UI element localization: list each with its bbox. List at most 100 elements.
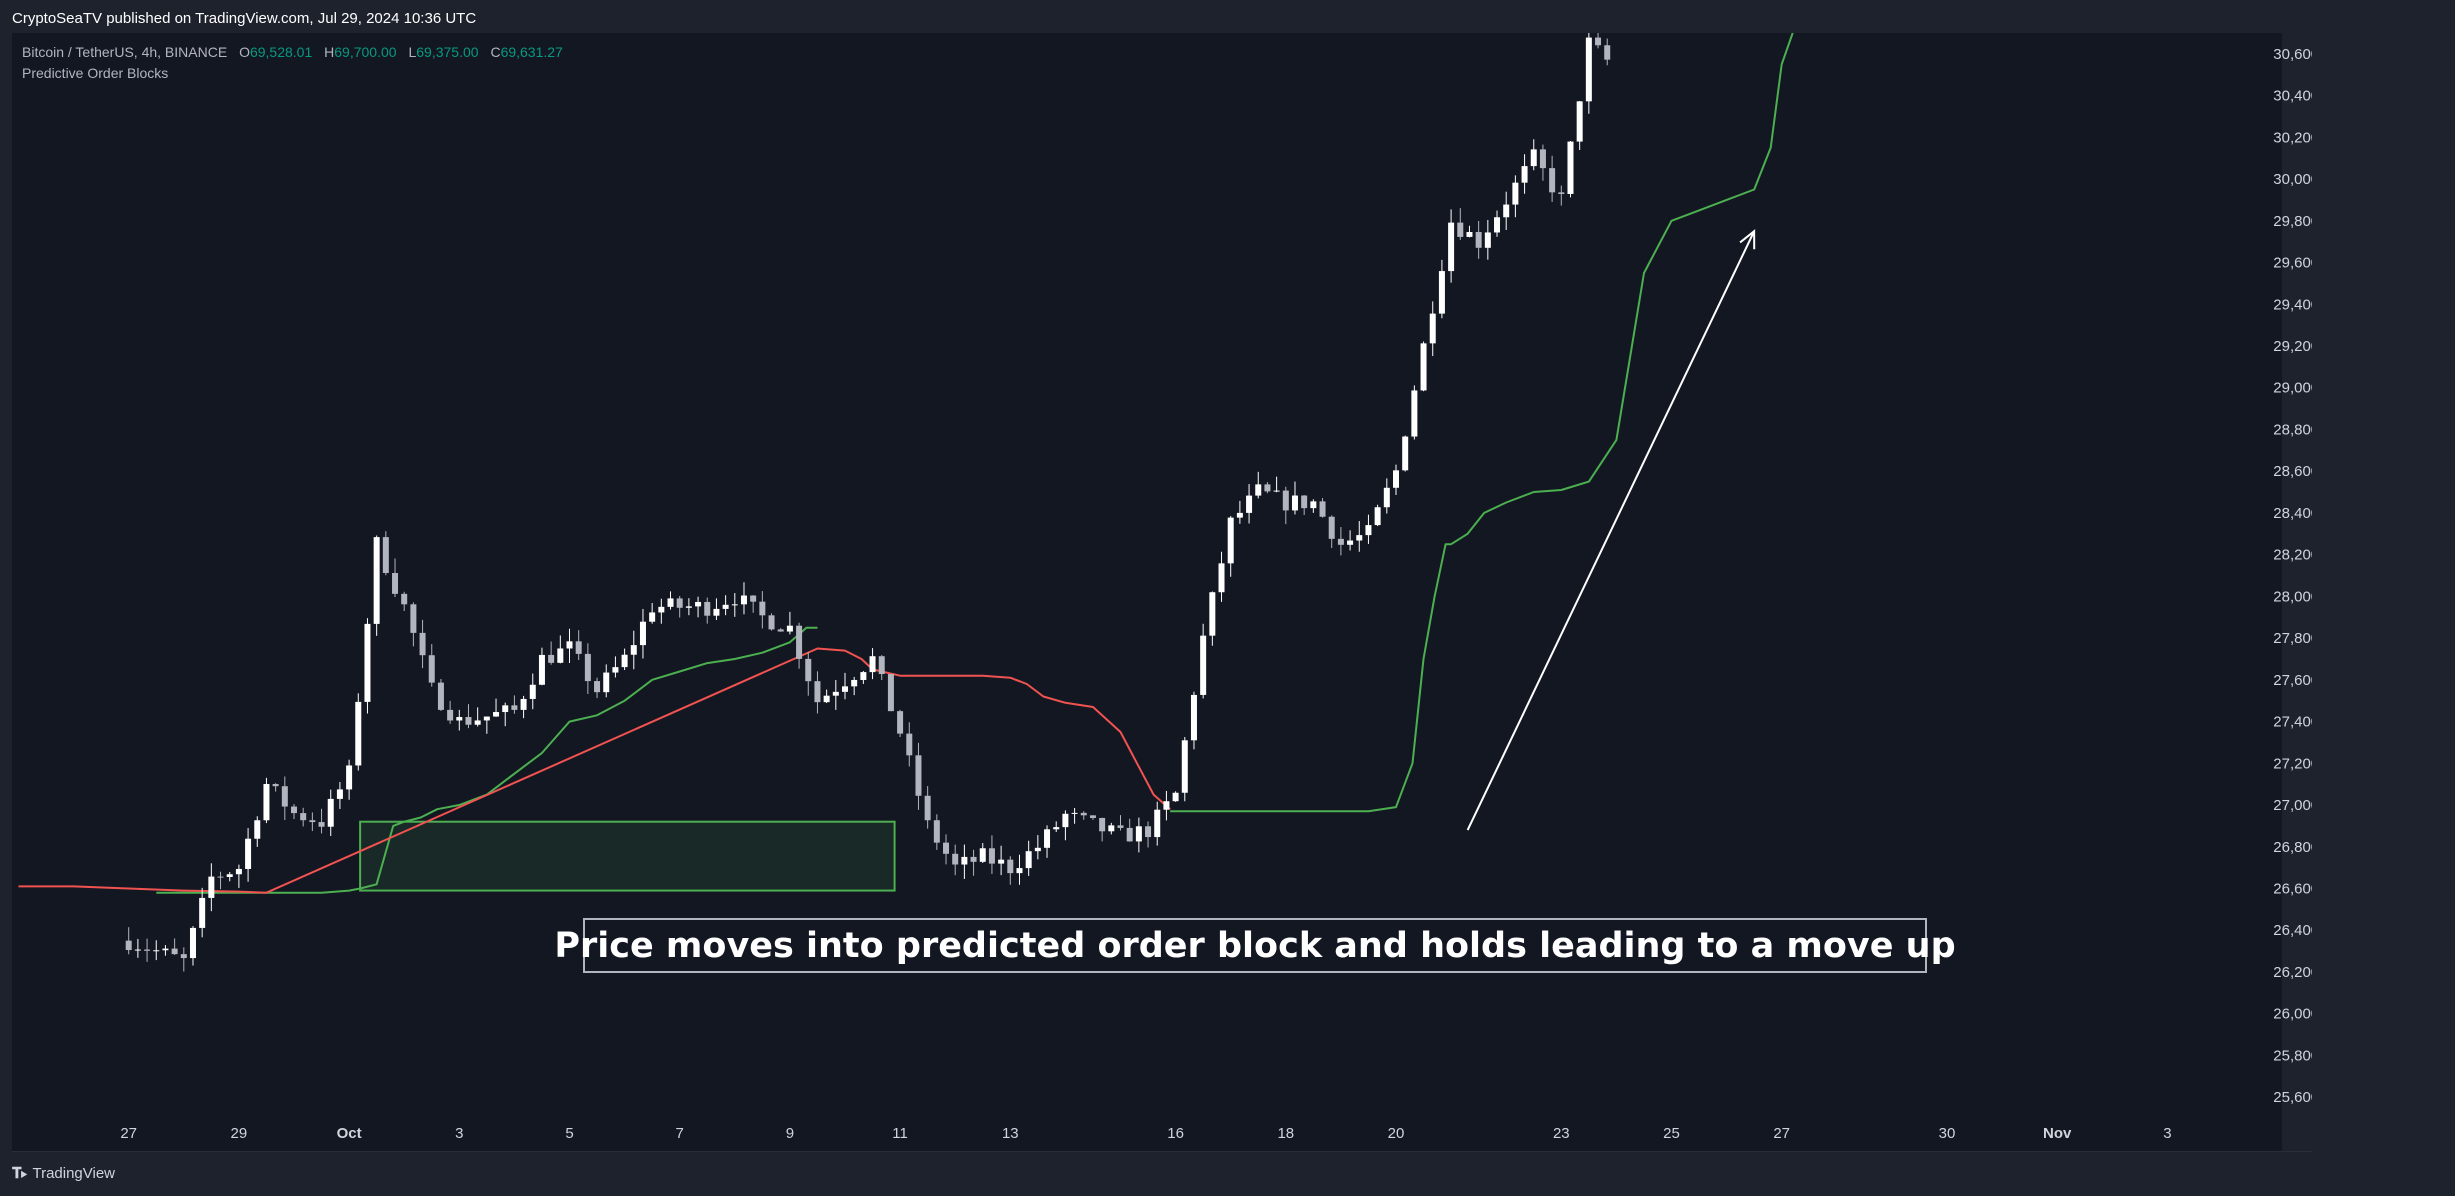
candle[interactable] bbox=[428, 644, 435, 687]
candle[interactable] bbox=[1071, 807, 1078, 824]
candle[interactable] bbox=[685, 598, 692, 616]
candle[interactable] bbox=[1264, 482, 1271, 494]
candle[interactable] bbox=[1034, 835, 1041, 860]
candle[interactable] bbox=[1209, 591, 1216, 646]
candle[interactable] bbox=[575, 630, 582, 661]
candle[interactable] bbox=[557, 635, 564, 664]
candle[interactable] bbox=[263, 777, 270, 824]
candle[interactable] bbox=[1062, 810, 1069, 841]
candle[interactable] bbox=[1236, 500, 1243, 524]
candle[interactable] bbox=[1108, 822, 1115, 835]
candle[interactable] bbox=[1521, 154, 1528, 194]
candle[interactable] bbox=[1319, 498, 1326, 518]
tradingview-brand[interactable]: 𝐓▸ TradingView bbox=[12, 1165, 115, 1182]
candle[interactable] bbox=[897, 709, 904, 738]
candle[interactable] bbox=[1475, 220, 1482, 259]
candle[interactable] bbox=[1135, 817, 1142, 853]
candle[interactable] bbox=[364, 618, 371, 714]
candle[interactable] bbox=[1411, 385, 1418, 440]
candle[interactable] bbox=[1117, 815, 1124, 831]
candle[interactable] bbox=[1448, 209, 1455, 283]
candle[interactable] bbox=[750, 595, 757, 613]
candle[interactable] bbox=[1595, 33, 1602, 49]
candle[interactable] bbox=[529, 673, 536, 710]
candle[interactable] bbox=[1255, 471, 1262, 499]
candle[interactable] bbox=[355, 693, 362, 771]
candle[interactable] bbox=[199, 887, 206, 938]
candle[interactable] bbox=[254, 816, 261, 847]
candle[interactable] bbox=[483, 716, 490, 734]
indicator-line-2[interactable] bbox=[18, 647, 1171, 894]
candle[interactable] bbox=[1503, 191, 1510, 230]
candle[interactable] bbox=[713, 598, 720, 620]
candle[interactable] bbox=[281, 776, 288, 821]
candle[interactable] bbox=[309, 812, 316, 832]
indicator-legend[interactable]: Predictive Order Blocks bbox=[22, 65, 169, 81]
candle[interactable] bbox=[823, 689, 830, 704]
candle[interactable] bbox=[189, 926, 196, 966]
candle[interactable] bbox=[594, 677, 601, 699]
candle[interactable] bbox=[1356, 521, 1363, 552]
candle[interactable] bbox=[300, 807, 307, 827]
indicator-line-3[interactable] bbox=[1170, 33, 1794, 813]
candle[interactable] bbox=[447, 700, 454, 724]
candle[interactable] bbox=[162, 945, 169, 956]
candle[interactable] bbox=[134, 938, 141, 958]
candle[interactable] bbox=[1016, 854, 1023, 885]
candle[interactable] bbox=[401, 591, 408, 611]
candle[interactable] bbox=[832, 680, 839, 710]
candle[interactable] bbox=[511, 695, 518, 714]
candle[interactable] bbox=[1218, 551, 1225, 602]
candle[interactable] bbox=[1429, 301, 1436, 357]
candle[interactable] bbox=[392, 558, 399, 598]
candle[interactable] bbox=[1604, 38, 1611, 66]
candle[interactable] bbox=[658, 598, 665, 624]
candle[interactable] bbox=[1484, 219, 1491, 260]
candle[interactable] bbox=[327, 789, 334, 836]
candle[interactable] bbox=[171, 938, 178, 955]
candle[interactable] bbox=[456, 709, 463, 731]
candle[interactable] bbox=[1393, 464, 1399, 496]
candle[interactable] bbox=[1576, 100, 1583, 151]
candle[interactable] bbox=[612, 656, 619, 678]
candle[interactable] bbox=[639, 608, 646, 659]
candle[interactable] bbox=[1080, 811, 1087, 820]
symbol-legend[interactable]: Bitcoin / TetherUS, 4h, BINANCE O69,528.… bbox=[22, 44, 563, 60]
candle[interactable] bbox=[1383, 478, 1390, 514]
candle[interactable] bbox=[1154, 801, 1161, 846]
candle[interactable] bbox=[1181, 737, 1188, 802]
candle[interactable] bbox=[1530, 139, 1537, 171]
candle[interactable] bbox=[1301, 495, 1308, 515]
candle[interactable] bbox=[731, 593, 738, 617]
candle[interactable] bbox=[851, 676, 858, 696]
candle[interactable] bbox=[1567, 140, 1574, 198]
candle[interactable] bbox=[493, 698, 500, 717]
candle[interactable] bbox=[1420, 341, 1427, 392]
candle[interactable] bbox=[1172, 791, 1179, 802]
candle[interactable] bbox=[538, 647, 545, 686]
candle[interactable] bbox=[373, 535, 380, 636]
candle[interactable] bbox=[566, 628, 573, 663]
candle[interactable] bbox=[125, 927, 132, 955]
candle[interactable] bbox=[943, 834, 950, 865]
candle[interactable] bbox=[1494, 210, 1501, 237]
candle[interactable] bbox=[1549, 155, 1556, 202]
candle[interactable] bbox=[1246, 484, 1253, 524]
candle[interactable] bbox=[952, 844, 959, 876]
candle[interactable] bbox=[704, 597, 711, 624]
time-axis-panel[interactable] bbox=[12, 1151, 2312, 1152]
candle[interactable] bbox=[814, 671, 821, 714]
candle[interactable] bbox=[502, 702, 509, 727]
candle[interactable] bbox=[1126, 818, 1133, 842]
candle[interactable] bbox=[768, 613, 775, 631]
candle[interactable] bbox=[1512, 175, 1519, 218]
candle[interactable] bbox=[1089, 815, 1096, 820]
candle[interactable] bbox=[226, 872, 233, 882]
candle[interactable] bbox=[1099, 817, 1106, 842]
candle[interactable] bbox=[1337, 527, 1344, 556]
trend-arrow-line[interactable] bbox=[1466, 230, 1756, 831]
candle[interactable] bbox=[777, 628, 784, 632]
order-block-zone[interactable] bbox=[359, 820, 896, 892]
candle[interactable] bbox=[621, 648, 628, 671]
candle[interactable] bbox=[346, 759, 353, 800]
